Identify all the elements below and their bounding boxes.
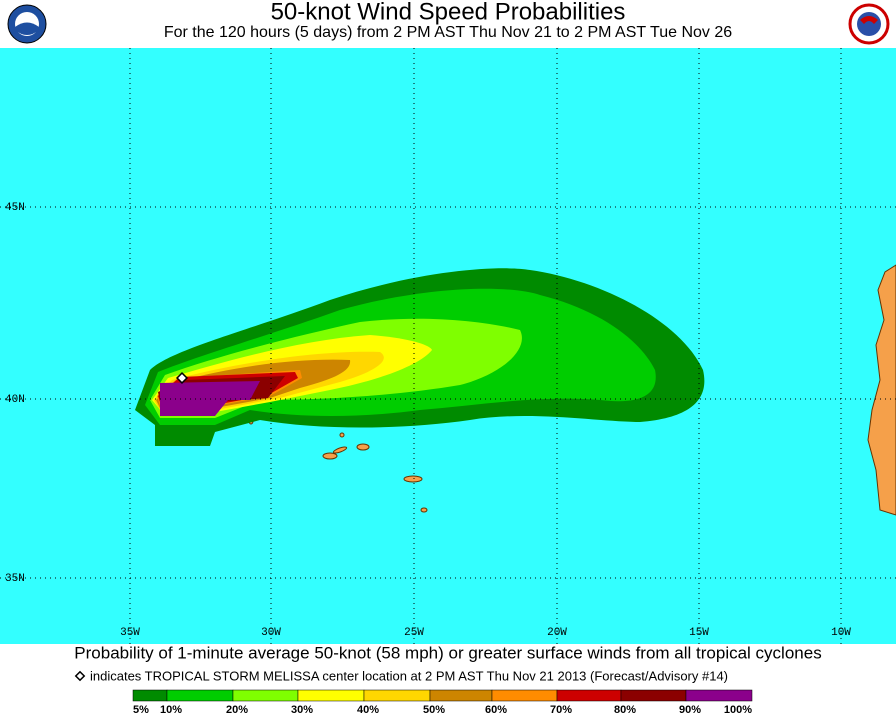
subtitle: For the 120 hours (5 days) from 2 PM AST… [164, 24, 732, 41]
latitude-label: 35N [5, 573, 25, 585]
latitude-label: 40N [5, 394, 25, 406]
legend-label: 60% [485, 704, 507, 716]
legend-label: 10% [160, 704, 182, 716]
legend-label: 90% [679, 704, 701, 716]
legend-swatch [297, 689, 365, 702]
legend: 5% 10% 20% 30% 40% 50% 60% 70% 80% 90% 100% [132, 689, 753, 716]
note: indicates TROPICAL STORM MELISSA center … [90, 668, 728, 683]
legend-label: 50% [423, 704, 445, 716]
legend-swatch [491, 689, 558, 702]
caption: Probability of 1-minute average 50-knot … [74, 643, 821, 662]
legend-swatch [685, 689, 753, 702]
legend-label: 5% [133, 704, 149, 716]
legend-label: 40% [357, 704, 379, 716]
legend-swatch [232, 689, 299, 702]
longitude-label: 10W [831, 627, 851, 639]
center-marker [74, 670, 86, 682]
legend-label: 100% [724, 704, 752, 716]
longitude-label: 25W [404, 627, 424, 639]
title: 50-knot Wind Speed Probabilities [271, 0, 626, 25]
map [0, 48, 896, 644]
legend-label: 80% [614, 704, 636, 716]
longitude-label: 35W [120, 627, 140, 639]
legend-swatch [132, 689, 168, 702]
longitude-label: 15W [689, 627, 709, 639]
longitude-label: 30W [261, 627, 281, 639]
legend-label: 20% [226, 704, 248, 716]
legend-label: 30% [291, 704, 313, 716]
longitude-label: 20W [547, 627, 567, 639]
noaa-logo [7, 4, 47, 44]
legend-swatch [620, 689, 687, 702]
legend-swatch [363, 689, 431, 702]
nws-logo [848, 3, 890, 45]
legend-label: 70% [550, 704, 572, 716]
legend-swatch [556, 689, 622, 702]
legend-swatch [429, 689, 493, 702]
latitude-label: 45N [5, 202, 25, 214]
legend-swatch [166, 689, 234, 702]
